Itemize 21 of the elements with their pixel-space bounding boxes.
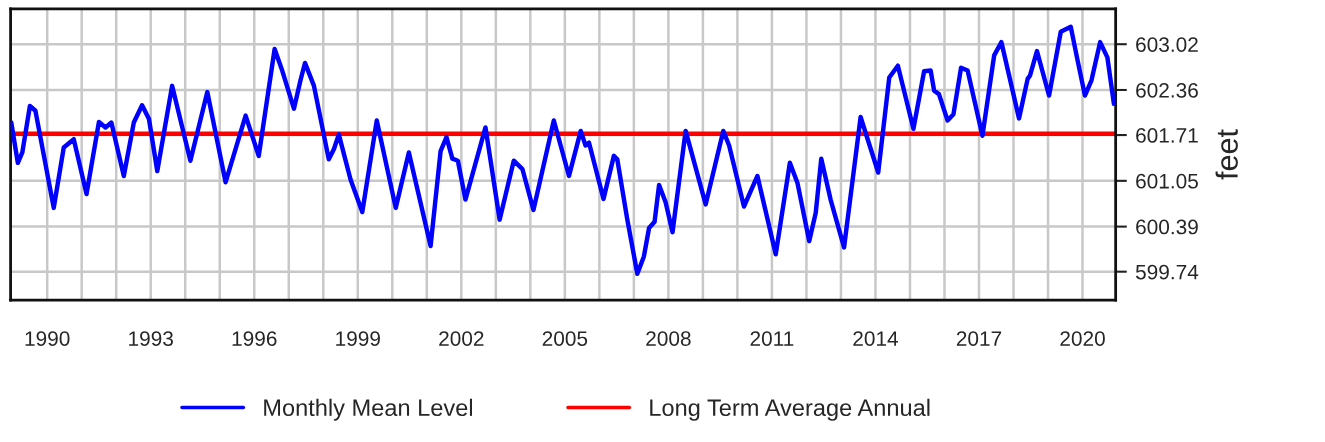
x-tick-label: 2017	[956, 331, 1002, 346]
legend-label: Monthly Mean Level	[264, 398, 473, 421]
x-tick-label: 2011	[750, 331, 794, 346]
y-tick-label: 603.02	[1136, 37, 1198, 52]
x-tick-label: 2002	[439, 331, 484, 346]
x-tick-label: 2008	[646, 331, 691, 346]
x-tick-label: 1990	[25, 331, 70, 346]
y-tick-label: 601.71	[1136, 128, 1198, 143]
y-tick-label: 602.36	[1136, 82, 1198, 98]
x-tick-label: 2014	[853, 331, 899, 346]
x-tick-label: 1993	[129, 331, 173, 346]
y-axis-title: feet	[1215, 129, 1238, 180]
y-tick-label: 599.74	[1135, 264, 1199, 280]
x-tick-label: 2005	[542, 331, 588, 346]
x-tick-label: 1999	[336, 331, 380, 346]
x-tick-label: 2020	[1060, 331, 1105, 346]
x-tick-label: 1996	[232, 331, 277, 346]
line-series	[10, 24, 1116, 276]
y-tick-label: 600.39	[1136, 219, 1198, 235]
y-tick-label: 601.05	[1136, 173, 1198, 189]
legend-label: Long Term Average Annual	[650, 398, 930, 421]
